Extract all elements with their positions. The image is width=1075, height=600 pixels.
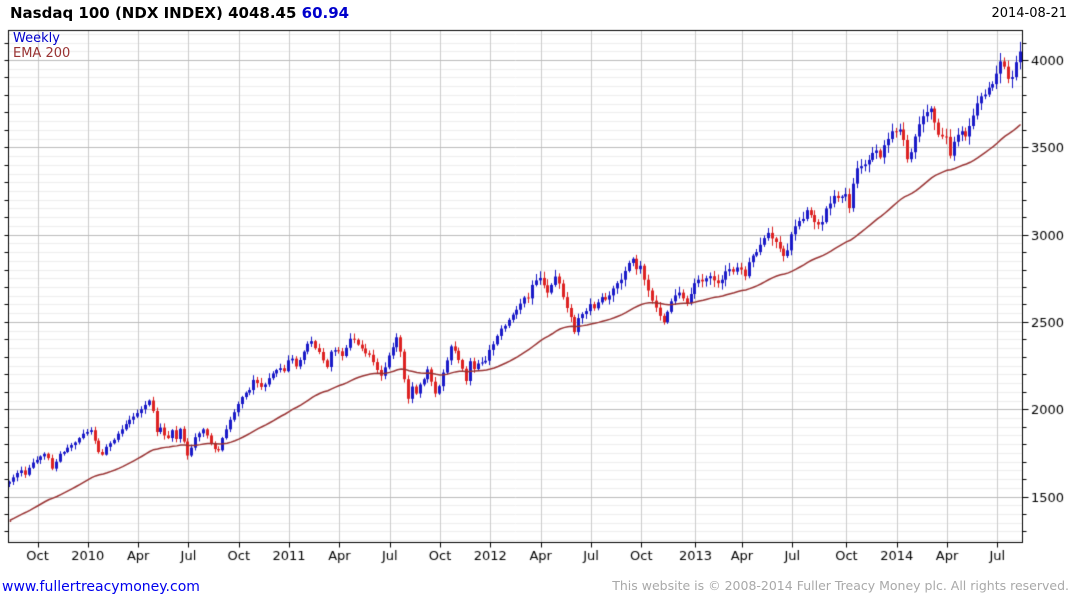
legend-interval-label: Weekly: [13, 31, 60, 46]
price-change: 60.94: [301, 4, 350, 22]
chart-date: 2014-08-21: [991, 6, 1067, 21]
title-bar: Nasdaq 100 (NDX INDEX) 4048.45 60.94 201…: [0, 0, 1075, 28]
site-link[interactable]: www.fullertreacymoney.com: [2, 579, 200, 595]
last-price: 4048.45: [228, 4, 297, 22]
chart-legend: Weekly EMA 200: [13, 31, 70, 61]
legend-ema-label: EMA 200: [13, 46, 71, 61]
copyright-text: This website is © 2008-2014 Fuller Treac…: [612, 578, 1069, 593]
page-title: Nasdaq 100 (NDX INDEX) 4048.45 60.94: [10, 4, 349, 22]
instrument-name: Nasdaq 100 (NDX INDEX): [10, 4, 223, 22]
